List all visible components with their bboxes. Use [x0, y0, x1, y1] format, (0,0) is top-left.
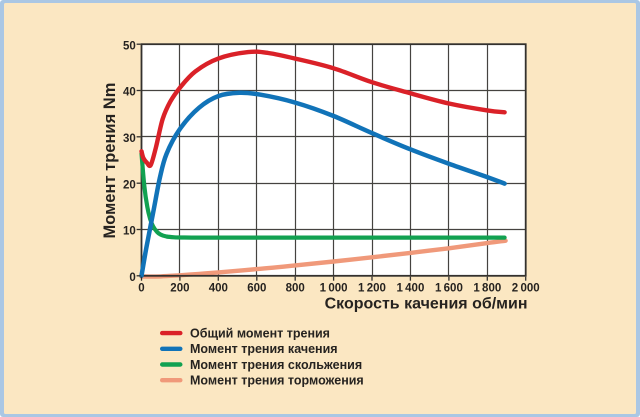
svg-text:Момент трения скольжения: Момент трения скольжения — [190, 358, 362, 372]
svg-text:Момент трения качения: Момент трения качения — [190, 342, 338, 356]
svg-text:600: 600 — [247, 283, 266, 295]
svg-text:20: 20 — [123, 179, 136, 191]
svg-text:40: 40 — [123, 87, 136, 99]
svg-text:1 200: 1 200 — [358, 283, 386, 295]
svg-text:2 000: 2 000 — [512, 283, 540, 295]
svg-text:50: 50 — [123, 40, 136, 52]
svg-text:Общий момент трения: Общий момент трения — [190, 327, 330, 341]
svg-text:400: 400 — [209, 283, 228, 295]
svg-text:Скорость качения об/мин: Скорость качения об/мин — [325, 296, 528, 313]
svg-text:Момент трения Nm: Момент трения Nm — [101, 83, 119, 239]
svg-text:1 400: 1 400 — [396, 283, 424, 295]
svg-text:800: 800 — [286, 283, 305, 295]
svg-text:1 800: 1 800 — [473, 283, 501, 295]
svg-text:1 600: 1 600 — [435, 283, 463, 295]
svg-text:0: 0 — [138, 283, 144, 295]
svg-text:Момент трения торможения: Момент трения торможения — [190, 374, 364, 388]
svg-text:30: 30 — [123, 133, 136, 145]
svg-text:0: 0 — [129, 272, 135, 284]
svg-text:200: 200 — [170, 283, 189, 295]
svg-text:1 000: 1 000 — [320, 283, 348, 295]
svg-text:10: 10 — [123, 226, 136, 238]
